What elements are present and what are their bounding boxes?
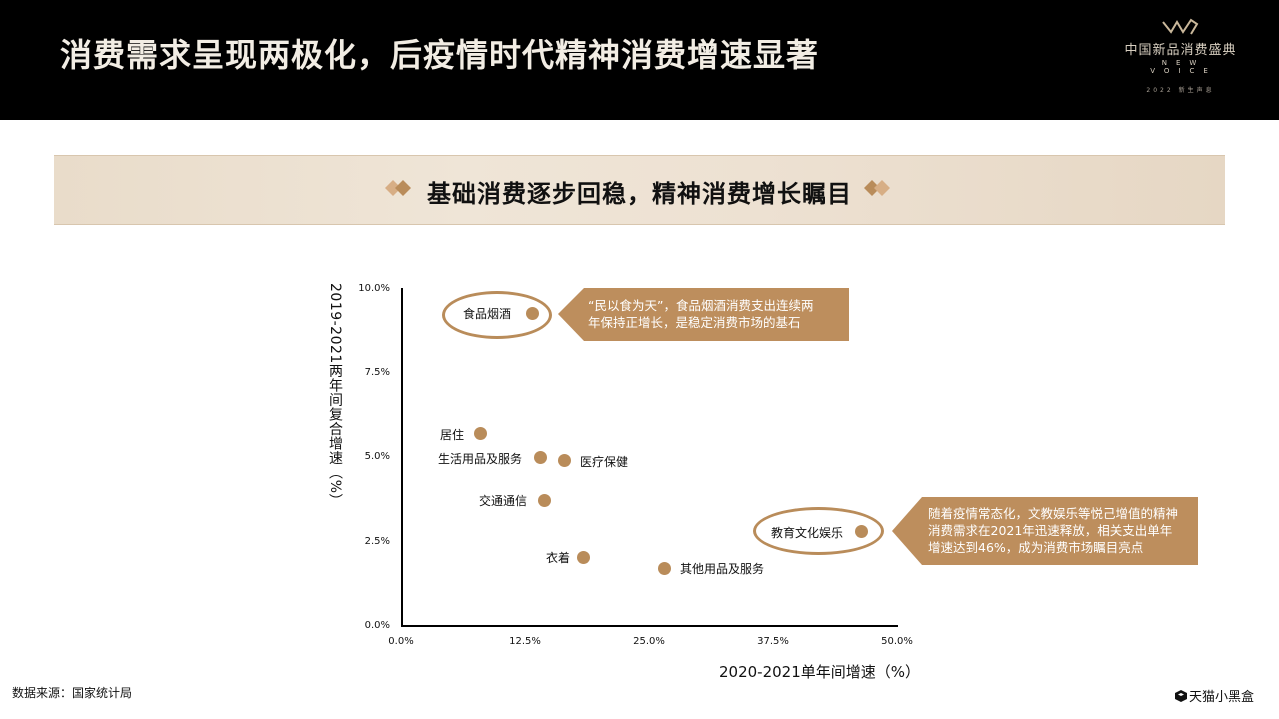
event-logo: 中国新品消费盛典 NEW VOICE 2022 新生声息: [1118, 18, 1243, 98]
diamond-left-icon: [385, 180, 411, 196]
box-logo-icon: [1175, 690, 1187, 702]
y-tick: 7.5%: [364, 367, 390, 378]
annotation-line: 随着疫情常态化，文教娱乐等悦己增值的精神: [928, 506, 1179, 521]
header-bar: 消费需求呈现两极化，后疫情时代精神消费增速显著 中国新品消费盛典 NEW VOI…: [0, 0, 1279, 120]
point-label: 交通通信: [479, 494, 528, 508]
section-banner: 基础消费逐步回稳，精神消费增长瞩目: [54, 155, 1225, 225]
annotation-line: 消费需求在2021年迅速释放，相关支出单年: [928, 523, 1173, 538]
annotation-food: “民以食为天”，食品烟酒消费支出连续两 年保持正增长，是稳定消费市场的基石: [558, 288, 849, 341]
highlight-ellipse-education: [753, 507, 884, 555]
banner-title: 基础消费逐步回稳，精神消费增长瞩目: [427, 180, 852, 208]
y-tick: 5.0%: [364, 451, 390, 462]
x-tick: 0.0%: [388, 636, 414, 647]
annotation-line: 年保持正增长，是稳定消费市场的基石: [588, 315, 801, 330]
diamond-right-icon: [864, 180, 890, 196]
data-source: 数据来源：国家统计局: [12, 686, 133, 700]
x-tick: 12.5%: [509, 636, 541, 647]
point-label: 其他用品及服务: [680, 562, 765, 576]
brand-footer: 天猫小黑盒: [1175, 686, 1254, 705]
annotation-line: 增速达到46%，成为消费市场瞩目亮点: [928, 540, 1144, 555]
x-axis-title: 2020-2021单年间增速（%）: [719, 663, 921, 681]
point-label: 居住: [440, 428, 465, 442]
annotation-line: “民以食为天”，食品烟酒消费支出连续两: [588, 298, 814, 313]
logo-cn-text: 中国新品消费盛典: [1124, 43, 1237, 58]
annotation-education: 随着疫情常态化，文教娱乐等悦己增值的精神 消费需求在2021年迅速释放，相关支出…: [892, 497, 1198, 565]
point-label: 生活用品及服务: [438, 452, 523, 466]
y-axis-line: [401, 288, 403, 626]
point-label: 医疗保健: [580, 455, 629, 469]
data-point[interactable]: [474, 427, 487, 440]
data-point[interactable]: [658, 562, 671, 575]
y-tick: 10.0%: [358, 283, 390, 294]
point-label: 衣着: [546, 551, 571, 565]
page-title: 消费需求呈现两极化，后疫情时代精神消费增速显著: [60, 36, 820, 74]
highlight-ellipse-food: [442, 291, 552, 339]
callout-arrow-icon: [892, 497, 922, 565]
point-label: 食品烟酒: [463, 307, 512, 321]
x-tick: 37.5%: [757, 636, 789, 647]
data-point[interactable]: [534, 451, 547, 464]
data-point[interactable]: [538, 494, 551, 507]
x-tick: 25.0%: [633, 636, 665, 647]
data-point[interactable]: [526, 307, 539, 320]
data-point[interactable]: [577, 551, 590, 564]
point-label: 教育文化娱乐: [771, 526, 844, 540]
logo-mark-icon: [1161, 18, 1198, 35]
x-axis-line: [401, 625, 898, 627]
logo-en-text: NEW VOICE: [1150, 59, 1217, 75]
y-axis-title: 2019-2021两年间复合增速（%）: [327, 283, 343, 509]
y-tick: 0.0%: [364, 620, 390, 631]
logo-year-text: 2022 新生声息: [1146, 87, 1215, 94]
data-point[interactable]: [558, 454, 571, 467]
data-point[interactable]: [855, 525, 868, 538]
brand-name: 天猫小黑盒: [1189, 690, 1255, 705]
x-tick: 50.0%: [881, 636, 913, 647]
y-tick: 2.5%: [364, 536, 390, 547]
callout-arrow-icon: [558, 288, 584, 341]
